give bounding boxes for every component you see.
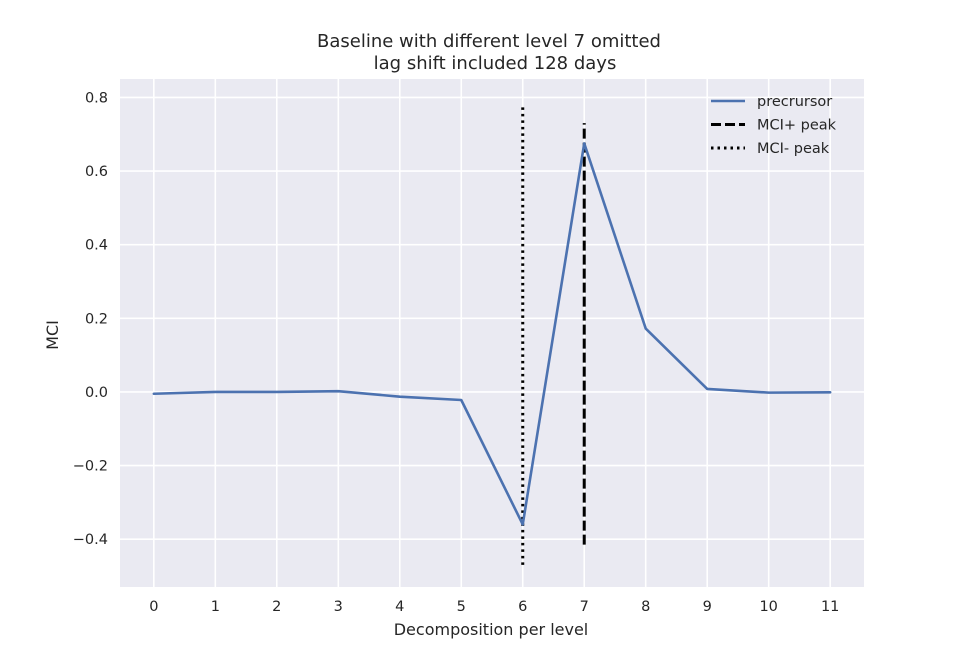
chart-subtitle: lag shift included 128 days bbox=[374, 53, 617, 74]
legend-label: MCI- peak bbox=[757, 141, 830, 157]
x-tick-label: 3 bbox=[334, 599, 343, 615]
legend-label: precrursor bbox=[757, 94, 832, 110]
series bbox=[152, 142, 832, 526]
x-tick-label: 11 bbox=[821, 599, 839, 615]
x-tick-label: 4 bbox=[395, 599, 404, 615]
vertical-lines bbox=[521, 104, 586, 565]
x-axis-ticks: 0 1 2 3 4 5 6 7 8 9 10 11 bbox=[149, 599, 839, 615]
legend-label: MCI+ peak bbox=[757, 118, 837, 134]
grid bbox=[120, 79, 864, 587]
x-tick-label: 5 bbox=[457, 599, 466, 615]
x-tick-label: 7 bbox=[580, 599, 589, 615]
y-axis-label: MCI bbox=[43, 320, 62, 350]
x-tick-label: 8 bbox=[641, 599, 650, 615]
x-tick-label: 1 bbox=[211, 599, 220, 615]
chart-title: Baseline with different level 7 omitted bbox=[317, 31, 661, 52]
plot-area bbox=[120, 79, 864, 587]
y-tick-label: −0.4 bbox=[73, 532, 108, 548]
x-tick-label: 10 bbox=[759, 599, 777, 615]
y-tick-label: 0.2 bbox=[85, 311, 108, 327]
y-tick-label: 0.6 bbox=[85, 164, 108, 180]
legend: precrursor MCI+ peak MCI- peak bbox=[711, 94, 837, 157]
series-line-precrursor bbox=[152, 142, 832, 526]
y-tick-label: 0.4 bbox=[85, 238, 108, 254]
y-axis-ticks: −0.4 −0.2 0.0 0.2 0.4 0.6 0.8 bbox=[73, 90, 108, 548]
x-tick-label: 9 bbox=[703, 599, 712, 615]
x-tick-label: 6 bbox=[518, 599, 527, 615]
y-tick-label: 0.0 bbox=[85, 385, 108, 401]
x-tick-label: 0 bbox=[149, 599, 158, 615]
y-tick-label: −0.2 bbox=[73, 459, 108, 475]
x-tick-label: 2 bbox=[272, 599, 281, 615]
x-axis-label: Decomposition per level bbox=[394, 620, 589, 639]
y-tick-label: 0.8 bbox=[85, 90, 108, 106]
